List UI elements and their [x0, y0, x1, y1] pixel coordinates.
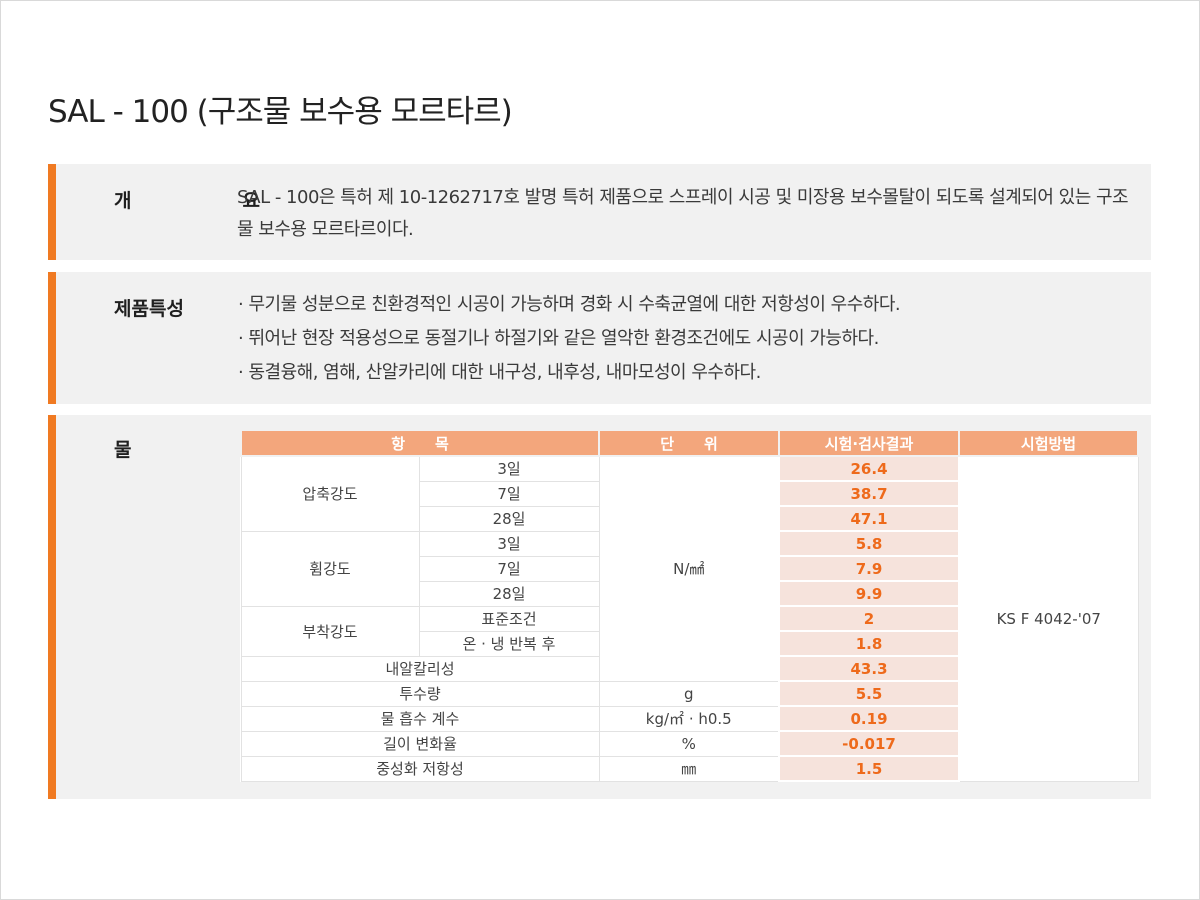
table-row: 길이 변화율 % -0.017: [240, 730, 1138, 757]
page-title: SAL - 100 (구조물 보수용 모르타르): [48, 94, 513, 130]
single-item: 물 흡수 계수: [240, 705, 600, 732]
group-name: 부착강도: [240, 605, 420, 657]
result-value: 7.9: [778, 555, 961, 582]
result-value: 1.8: [778, 630, 961, 657]
table-row: 물 흡수 계수 kg/㎡ · h0.5 0.19: [240, 705, 1138, 732]
result-value: 38.7: [778, 480, 961, 507]
result-value: 5.8: [778, 530, 961, 557]
result-value: -0.017: [778, 730, 961, 757]
result-value: 9.9: [778, 580, 961, 607]
header-item: 항 목: [239, 431, 601, 457]
overview-label-char: 요: [242, 190, 260, 212]
sub-item: 온 · 냉 반복 후: [418, 630, 600, 657]
table-row: 투수량 g 5.5: [240, 680, 1138, 707]
table-row: 7일 7.9: [241, 555, 1138, 582]
single-item: 투수량: [240, 680, 600, 707]
properties-table: 항 목 단 위 시험·검사결과 시험방법 압축강도 3일 N/㎟ 26.4 KS…: [239, 431, 1140, 782]
sub-item: 7일: [418, 555, 600, 582]
sub-item: 28일: [418, 505, 600, 532]
unit-cell: kg/㎡ · h0.5: [598, 705, 780, 732]
table-row: 압축강도 3일 N/㎟ 26.4 KS F 4042-'07: [240, 455, 1139, 782]
single-item: 중성화 저항성: [240, 755, 600, 782]
test-method: KS F 4042-'07: [958, 455, 1139, 782]
unit-cell: g: [598, 680, 780, 707]
properties-section: 물 성 항 목 단 위 시험·검사결과 시험방법 압축강도 3일 N/㎟ 26.…: [48, 415, 1151, 799]
result-value: 5.5: [778, 680, 961, 707]
features-list: 무기물 성분으로 친환경적인 시공이 가능하며 경화 시 수축균열에 대한 저항…: [238, 288, 900, 390]
overview-text: SAL - 100은 특허 제 10-1262717호 발명 특허 제품으로 스…: [237, 187, 1129, 240]
overview-label: 개 요: [114, 186, 260, 213]
feature-item: 뛰어난 현장 적용성으로 동절기나 하절기와 같은 열악한 환경조건에도 시공이…: [238, 322, 900, 356]
feature-item: 동결융해, 염해, 산알카리에 대한 내구성, 내후성, 내마모성이 우수하다.: [238, 356, 900, 390]
sub-item: 표준조건: [418, 605, 600, 632]
result-value: 26.4: [778, 455, 961, 482]
properties-label-char: 물: [114, 439, 132, 461]
overview-section: 개 요 SAL - 100은 특허 제 10-1262717호 발명 특허 제품…: [48, 164, 1151, 260]
header-unit: 단 위: [598, 431, 781, 457]
accent-bar: [48, 164, 56, 260]
table-row: 부착강도 표준조건 2: [240, 605, 1138, 657]
features-section: 제품특성 무기물 성분으로 친환경적인 시공이 가능하며 경화 시 수축균열에 …: [48, 272, 1151, 404]
single-item: 길이 변화율: [240, 730, 600, 757]
sub-item: 7일: [418, 480, 600, 507]
result-value: 2: [778, 605, 961, 632]
result-value: 43.3: [778, 655, 961, 682]
table-row: 중성화 저항성 ㎜ 1.5: [240, 755, 1138, 782]
sub-item: 28일: [418, 580, 600, 607]
result-value: 0.19: [778, 705, 961, 732]
sub-item: 3일: [418, 455, 600, 482]
table-row: 7일 38.7: [241, 480, 1138, 507]
header-result: 시험·검사결과: [778, 431, 961, 457]
accent-bar: [48, 272, 56, 404]
shared-unit: N/㎟: [598, 455, 780, 682]
feature-item: 무기물 성분으로 친환경적인 시공이 가능하며 경화 시 수축균열에 대한 저항…: [238, 288, 900, 322]
table-row: 휨강도 3일 5.8: [240, 530, 1138, 607]
table-row: 28일 9.9: [241, 580, 1138, 607]
result-value: 1.5: [778, 755, 961, 782]
group-name: 휨강도: [240, 530, 420, 607]
group-name: 압축강도: [240, 455, 420, 532]
unit-cell: ㎜: [598, 755, 780, 782]
table-header-row: 항 목 단 위 시험·검사결과 시험방법: [239, 431, 1140, 457]
properties-label: 물 성: [114, 435, 260, 462]
features-label: 제품특성: [114, 298, 184, 320]
accent-bar: [48, 415, 56, 799]
overview-label-char: 개: [114, 190, 132, 212]
header-method: 시험방법: [958, 431, 1140, 457]
result-value: 47.1: [778, 505, 961, 532]
single-item: 내알칼리성: [240, 655, 600, 682]
table-row: 온 · 냉 반복 후 1.8: [241, 630, 1138, 657]
sub-item: 3일: [418, 530, 600, 557]
unit-cell: %: [598, 730, 780, 757]
table-row: 28일 47.1: [241, 505, 1138, 532]
